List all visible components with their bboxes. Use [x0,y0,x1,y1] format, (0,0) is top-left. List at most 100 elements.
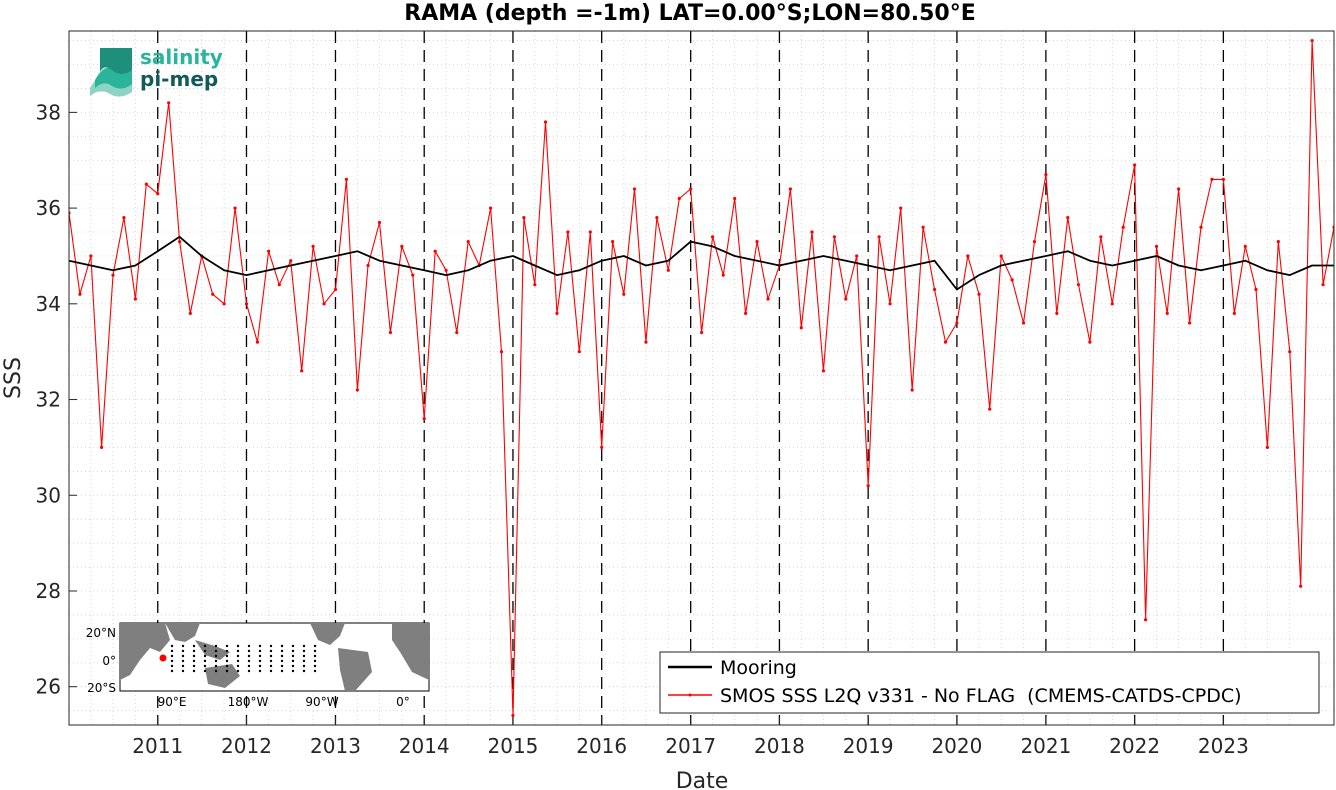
series-point [233,206,237,210]
inset-mooring-dot [170,649,174,653]
series-point [422,417,426,421]
inset-mooring-dot [247,659,251,663]
series-point [755,239,759,244]
inset-mooring-dot [291,669,295,673]
series-layer [69,38,1334,718]
inset-mooring-dot [214,669,218,673]
series-point [1121,225,1125,229]
series-point [810,230,814,234]
series-point [955,321,959,325]
inset-mooring-dot [258,649,262,653]
logo-text-pi-mep: pi-mep [140,67,218,91]
inset-mooring-dot [302,664,306,668]
series-point [355,388,359,392]
legend-swatch-smos-marker [688,693,692,697]
inset-mooring-dot [280,649,284,653]
series-point [1210,177,1214,181]
series-point [133,297,137,301]
inset-mooring-dot [269,644,273,648]
inset-land-indonesia [195,640,230,660]
inset-mooring-dot [236,664,240,668]
series-point [943,340,948,344]
series-point [1321,283,1325,287]
series-point [588,230,592,234]
inset-mooring-dot [302,649,306,653]
inset-mooring-dot [269,649,273,653]
x-tick-label-2021: 2021 [1020,734,1071,758]
inset-x-tick: 180°W [228,695,269,709]
series-point [499,350,504,354]
series-point [689,187,693,191]
series-point [1165,311,1169,315]
inset-mooring-dot [203,664,207,668]
inset-mooring-dot [214,644,218,648]
series-point [277,283,281,287]
inset-mooring-dot [302,654,306,658]
series-point [411,273,415,277]
inset-mooring-dot [269,659,273,663]
series-point [721,273,725,277]
series-point [1310,38,1314,43]
series-point [388,330,393,335]
series-point [821,369,826,373]
series-line-1 [69,40,1334,716]
series-point [1288,350,1292,354]
inset-mooring-dot [247,664,251,668]
inset-mooring-dot [203,654,207,658]
series-point [1199,225,1203,229]
series-point [799,326,803,330]
inset-y-tick: 20°S [87,681,116,695]
inset-mooring-dot [181,654,185,658]
logo-wave-dark [100,48,132,74]
inset-land-africa-east [392,623,429,680]
series-point [855,254,859,258]
y-axis-label: SSS [1,357,26,399]
inset-mooring-dot [313,669,317,673]
logo-wave-mid [95,66,132,89]
series-point [677,196,681,201]
inset-mooring-dot [258,664,262,668]
series-point [921,225,925,229]
series-point [488,206,493,210]
inset-mooring-dot [225,644,229,648]
legend: Mooring SMOS SSS L2Q v331 - No FLAG (CME… [659,651,1320,714]
legend-label-mooring: Mooring [720,657,797,679]
series-point [1143,618,1148,622]
y-tick-label-36: 36 [36,196,61,220]
series-point [311,244,315,248]
inset-mooring-dot [203,669,207,673]
inset-mooring-dot [181,649,185,653]
x-tick-label-2012: 2012 [221,734,272,758]
inset-mooring-dot [302,669,306,673]
series-point [632,187,637,191]
inset-mooring-dot [225,664,229,668]
series-point [543,120,548,124]
series-point [1276,239,1280,244]
inset-mooring-dot [313,644,317,648]
series-point [977,292,981,296]
series-point [899,206,903,210]
x-tick-label-2022: 2022 [1109,734,1160,758]
x-tick-label-2015: 2015 [488,734,539,758]
series-point [832,235,836,239]
series-point [1032,239,1037,244]
series-point [122,216,126,220]
inset-mooring-dot [203,644,207,648]
year-marker-lines [157,31,1225,725]
series-point [744,311,748,315]
series-point [188,311,192,315]
series-point [267,249,271,253]
inset-x-tick: 0° [396,695,410,709]
inset-map-y-ticks: 20°N 0° 20°S [86,626,116,695]
inset-mooring-dot [258,659,262,663]
inset-mooring-dot [280,659,284,663]
series-point [333,287,338,292]
inset-mooring-dot [313,649,317,653]
series-point [366,263,370,268]
series-point [1055,311,1059,315]
series-point [655,216,659,220]
inset-land-central-america [310,623,345,645]
series-point [866,484,870,488]
series-point [89,254,93,258]
x-tick-label-2011: 2011 [132,734,183,758]
